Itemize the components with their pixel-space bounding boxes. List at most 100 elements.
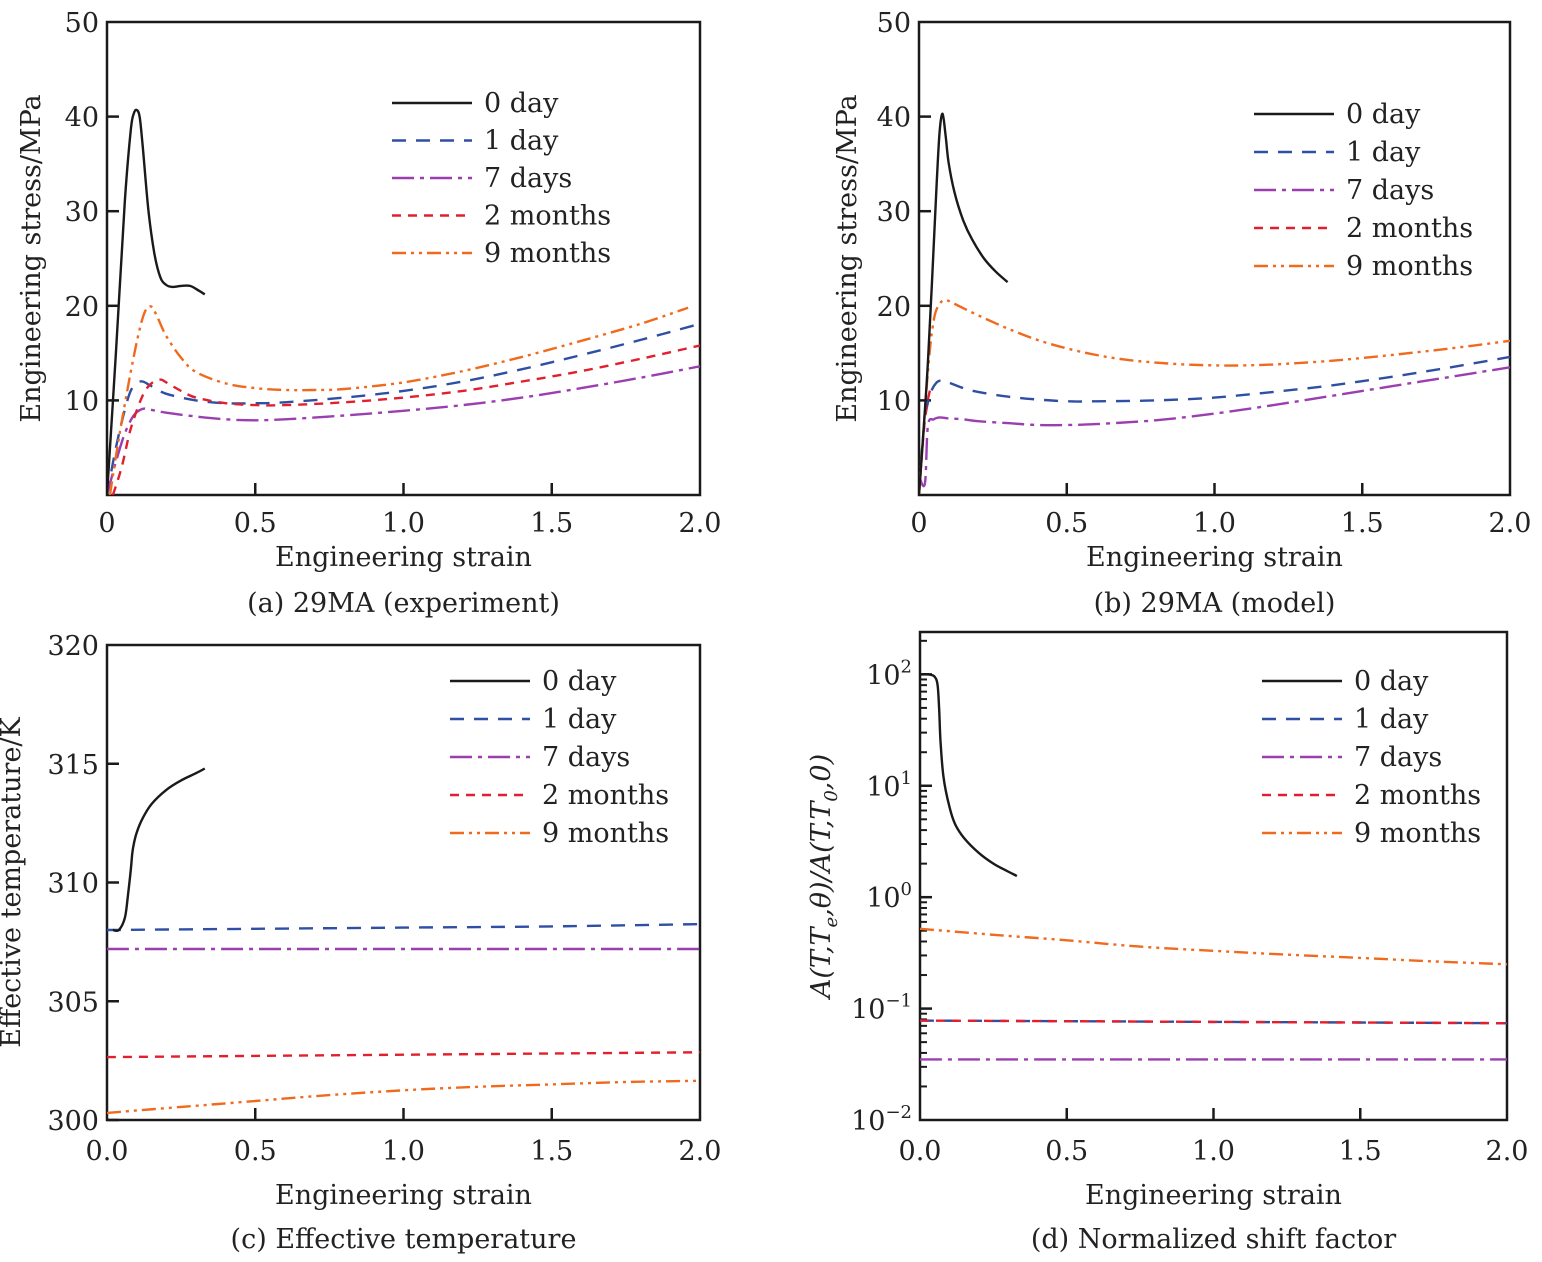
series-line-9-months xyxy=(107,1079,700,1115)
series-group xyxy=(920,672,1507,1061)
x-axis-label: Engineering strain xyxy=(1085,1180,1342,1211)
x-tick-label: 1.5 xyxy=(1341,508,1384,539)
x-tick-label: 1.0 xyxy=(382,508,425,539)
legend-label-2-months: 2 months xyxy=(1346,213,1473,244)
legend-label-1-day: 1 day xyxy=(1354,704,1429,735)
series-line-0-day xyxy=(919,112,1009,495)
series-line-2-months xyxy=(920,1019,1507,1025)
legend: 0 day 1 day 7 days 2 months 9 months xyxy=(450,666,669,849)
x-tick-label: 2.0 xyxy=(1486,1136,1529,1167)
series-line-9-months xyxy=(108,305,689,495)
panel-c: 0.0 0.5 1.0 1.5 2.0 300 305 310 315 320 Engineerin… xyxy=(0,631,721,1255)
legend-label-7-days: 7 days xyxy=(1354,742,1442,773)
x-tick-label: 1.5 xyxy=(530,1136,573,1167)
y-tick-label: 50 xyxy=(877,8,911,39)
x-tick-label: 1.5 xyxy=(530,508,573,539)
x-tick-label: 2.0 xyxy=(679,508,722,539)
series-line-0-day xyxy=(112,767,206,933)
y-tick-label: 315 xyxy=(47,750,99,781)
x-tick-label: 0 xyxy=(910,508,927,539)
series-line-2-months xyxy=(107,1051,700,1059)
legend-label-7-days: 7 days xyxy=(542,742,630,773)
x-tick-label: 1.0 xyxy=(382,1136,425,1167)
panel-caption: (c) Effective temperature xyxy=(231,1224,577,1255)
legend-label-1-day: 1 day xyxy=(1346,137,1421,168)
legend-label-7-days: 7 days xyxy=(484,163,572,194)
legend: 0 day 1 day 7 days 2 months 9 months xyxy=(1262,666,1481,849)
y-tick-label: 20 xyxy=(877,292,911,323)
legend-label-1-day: 1 day xyxy=(484,126,559,157)
series-line-0-day xyxy=(920,672,1018,878)
y-tick-label: 305 xyxy=(47,987,99,1018)
panel-caption: (d) Normalized shift factor xyxy=(1031,1224,1396,1255)
y-tick-label: 10 xyxy=(877,386,911,417)
x-tick-label: 1.0 xyxy=(1193,508,1236,539)
x-axis-label: Engineering strain xyxy=(275,1180,532,1211)
legend-label-7-days: 7 days xyxy=(1346,175,1434,206)
y-tick-label: 20 xyxy=(65,292,99,323)
x-tick-label: 0.5 xyxy=(1045,508,1088,539)
series-group xyxy=(919,112,1510,495)
y-axis-label: Engineering stress/MPa xyxy=(16,94,47,422)
y-tick-label: 101 xyxy=(866,768,912,803)
panel-caption: (a) 29MA (experiment) xyxy=(247,588,560,619)
series-line-1-day xyxy=(107,922,700,932)
x-tick-label: 0.0 xyxy=(899,1136,942,1167)
y-tick-label: 300 xyxy=(47,1106,99,1137)
legend-label-0-day: 0 day xyxy=(1354,666,1429,697)
legend-label-9-months: 9 months xyxy=(542,818,669,849)
x-tick-label: 1.5 xyxy=(1339,1136,1382,1167)
series-line-7-days xyxy=(919,366,1510,488)
y-tick-label: 100 xyxy=(866,879,912,914)
x-axis-label: Engineering strain xyxy=(1086,542,1343,573)
legend-label-2-months: 2 months xyxy=(1354,780,1481,811)
y-axis-label: Engineering stress/MPa xyxy=(832,94,863,422)
y-tick-label: 102 xyxy=(866,656,912,691)
y-tick-label: 320 xyxy=(47,631,99,662)
y-axis-label: A(T,Te,θ)/A(T,T0,0) xyxy=(806,754,842,1001)
panel-a: 0 0.5 1.0 1.5 2.0 10 20 30 40 50 Engineering strai… xyxy=(16,8,721,619)
y-tick-label: 40 xyxy=(877,103,911,134)
series-line-2-months xyxy=(111,344,700,495)
series-group xyxy=(107,767,700,1115)
x-tick-label: 0 xyxy=(98,508,115,539)
x-tick-label: 2.0 xyxy=(679,1136,722,1167)
y-tick-label: 10−2 xyxy=(851,1102,912,1137)
legend-label-9-months: 9 months xyxy=(1346,251,1473,282)
y-tick-label: 10−1 xyxy=(851,991,912,1026)
legend-label-1-day: 1 day xyxy=(542,704,617,735)
x-tick-label: 0.5 xyxy=(1045,1136,1088,1167)
legend: 0 day 1 day 7 days 2 months 9 months xyxy=(392,88,611,269)
y-tick-label: 50 xyxy=(65,8,99,39)
legend-label-9-months: 9 months xyxy=(484,238,611,269)
y-tick-label: 310 xyxy=(47,869,99,900)
series-line-1-day xyxy=(107,322,700,495)
legend-label-2-months: 2 months xyxy=(542,780,669,811)
x-tick-label: 0.0 xyxy=(86,1136,129,1167)
series-line-9-months xyxy=(919,298,1510,495)
legend-label-0-day: 0 day xyxy=(542,666,617,697)
legend-label-0-day: 0 day xyxy=(484,88,559,119)
x-axis-label: Engineering strain xyxy=(275,542,532,573)
x-tick-label: 0.5 xyxy=(234,1136,277,1167)
legend-label-9-months: 9 months xyxy=(1354,818,1481,849)
x-tick-label: 2.0 xyxy=(1489,508,1532,539)
legend-label-0-day: 0 day xyxy=(1346,99,1421,130)
y-tick-label: 10 xyxy=(65,386,99,417)
y-tick-label: 30 xyxy=(65,197,99,228)
x-tick-label: 1.0 xyxy=(1192,1136,1235,1167)
series-line-0-day xyxy=(107,108,206,495)
series-line-9-months xyxy=(920,927,1507,966)
series-line-7-days xyxy=(107,365,700,495)
series-group xyxy=(107,108,700,495)
legend-label-2-months: 2 months xyxy=(484,201,611,232)
y-tick-label: 30 xyxy=(877,197,911,228)
series-line-1-day xyxy=(919,355,1510,486)
panel-b: 0 0.5 1.0 1.5 2.0 10 20 30 40 50 Engineering strai… xyxy=(832,8,1531,619)
panel-caption: (b) 29MA (model) xyxy=(1094,588,1336,619)
y-axis-label: Effective temperature/K xyxy=(0,716,27,1047)
panel-d: 0.0 0.5 1.0 1.5 2.0 10−2 10−1 100 101 102 Engineer… xyxy=(806,630,1529,1255)
x-tick-label: 0.5 xyxy=(234,508,277,539)
legend: 0 day 1 day 7 days 2 months 9 months xyxy=(1254,99,1473,282)
